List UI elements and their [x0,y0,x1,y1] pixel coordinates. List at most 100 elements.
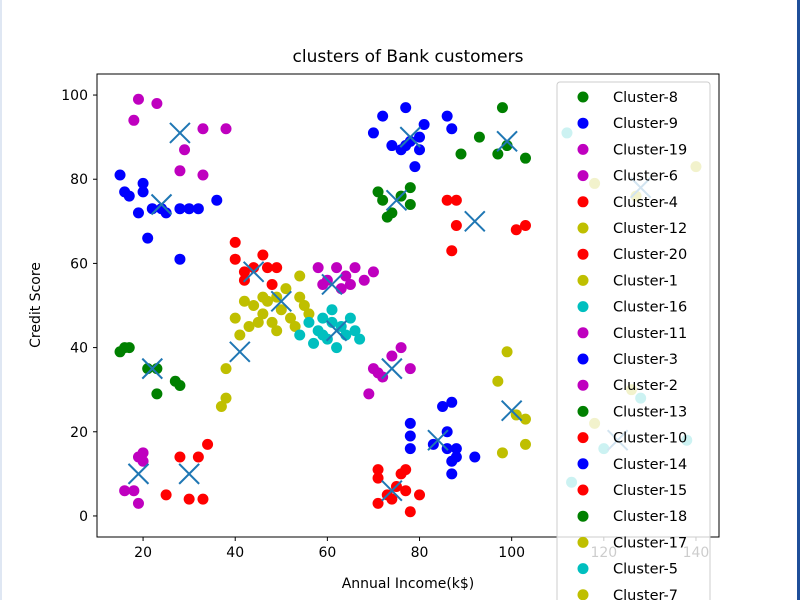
data-point [377,194,389,206]
data-point [317,312,329,324]
legend-entry-label: Cluster-18 [613,509,687,525]
data-point [455,148,467,160]
data-point [142,232,154,244]
data-point [414,489,426,501]
y-tick-label: 20 [70,425,88,441]
legend-marker [577,196,589,208]
legend-marker [577,170,589,182]
data-point [174,253,186,265]
data-point [344,312,356,324]
data-point [404,443,416,455]
legend-entry-label: Cluster-20 [613,247,687,263]
legend-entry-label: Cluster-5 [613,562,678,578]
data-point [303,308,315,320]
legend-entry-label: Cluster-10 [613,431,687,447]
legend-marker [577,91,589,103]
data-point [257,308,269,320]
data-point [404,430,416,442]
data-point [132,497,144,509]
data-point [519,152,531,164]
data-point [441,194,453,206]
data-point [496,447,508,459]
data-point [312,262,324,274]
data-point [123,342,135,354]
legend-marker [577,274,589,286]
legend-entry-label: Cluster-1 [613,273,678,289]
centroid-marker [321,273,343,296]
data-point [294,291,306,303]
data-point [271,262,283,274]
data-point [358,274,370,286]
data-point [326,304,338,316]
data-point [404,198,416,210]
data-point [381,211,393,223]
centroid-marker [381,357,403,380]
data-point [114,169,126,181]
x-tick-label: 60 [318,545,336,561]
y-tick-label: 80 [70,172,88,188]
data-point [519,413,531,425]
cluster-centroids [127,122,652,502]
legend-box [556,81,711,600]
data-point [344,278,356,290]
x-tick-label: 20 [134,545,152,561]
data-point [386,140,398,152]
legend-marker [577,405,589,417]
legend-entry-label: Cluster-8 [613,90,678,106]
data-point [174,165,186,177]
centroid-marker [141,357,163,380]
data-point [386,493,398,505]
centroid-marker [496,130,518,153]
legend-marker [577,327,589,339]
data-point [409,161,421,173]
centroid-marker [270,290,293,312]
legend-marker [577,536,589,548]
data-point [473,131,485,143]
data-point [317,329,329,341]
data-point [285,312,297,324]
data-point [137,186,149,198]
data-point [257,249,269,261]
legend-marker [577,589,589,600]
data-point [303,316,315,328]
centroid-marker [169,122,191,144]
data-point [132,93,144,105]
x-tick-label: 80 [411,545,429,561]
y-tick-label: 0 [79,509,88,525]
data-point [160,207,172,219]
data-point [183,203,195,215]
data-point [119,485,131,497]
centroid-marker [385,189,408,211]
data-point [238,295,250,307]
data-point [183,493,195,505]
data-point [450,451,462,463]
data-point [372,464,384,476]
data-point [160,489,172,501]
centroid-marker [399,126,422,148]
data-point [275,304,287,316]
data-point [238,266,250,278]
data-point [266,278,278,290]
legend-marker [577,117,589,129]
data-point [363,388,375,400]
data-point [400,140,412,152]
data-point [192,451,204,463]
legend-marker [577,301,589,313]
data-point [349,325,361,337]
data-point [446,468,458,480]
data-point [229,312,241,324]
x-tick-label: 40 [226,545,244,561]
legend-marker [577,353,589,365]
legend-entry-label: Cluster-3 [613,352,678,368]
data-point [349,262,361,274]
legend-marker [577,143,589,155]
data-point [174,203,186,215]
data-point [211,194,223,206]
legend-entry-label: Cluster-19 [613,142,687,158]
legend-marker [577,222,589,234]
data-point [367,266,379,278]
data-point [331,342,343,354]
data-point [372,186,384,198]
legend-entry-label: Cluster-4 [613,195,678,211]
